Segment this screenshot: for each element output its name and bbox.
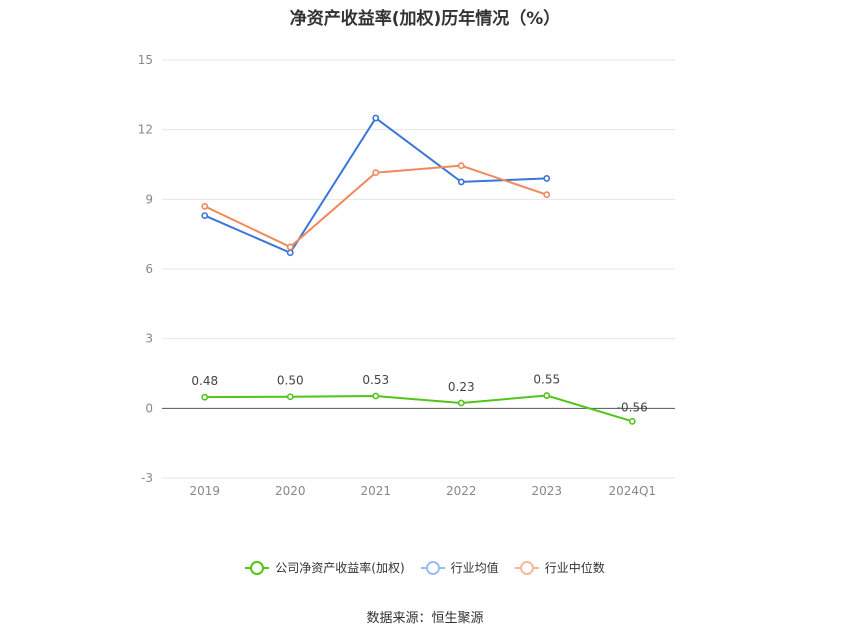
data-point: [543, 392, 551, 399]
series-line-0: [204, 394, 633, 423]
y-tick-label: 6: [145, 262, 153, 276]
data-label: 0.23: [448, 380, 475, 394]
legend-item-industry-mean[interactable]: 行业均值: [420, 559, 499, 576]
x-tick-label: 2019: [189, 484, 220, 498]
x-tick-label: 2022: [446, 484, 477, 498]
data-point: [372, 169, 380, 177]
y-tick-label: 15: [138, 53, 153, 67]
data-source: 数据来源：恒生聚源: [366, 611, 484, 626]
y-tick-label: 12: [138, 123, 153, 137]
data-label: 0.48: [191, 374, 218, 388]
data-point: [201, 202, 209, 210]
data-label: -0.56: [617, 400, 648, 414]
data-point: [543, 175, 551, 182]
series-line-2: [204, 164, 548, 249]
data-label: 0.53: [362, 373, 389, 387]
legend-label-industry-mean: 行业均值: [450, 561, 499, 575]
data-point: [286, 249, 294, 257]
x-tick-label: 2021: [360, 484, 391, 498]
data-label: 0.50: [277, 374, 304, 388]
legend-swatch-company: [245, 560, 270, 575]
y-tick-label: 3: [145, 332, 153, 346]
legend-item-industry-median[interactable]: 行业中位数: [514, 559, 605, 576]
legend-label-company: 公司净资产收益率(加权): [275, 561, 405, 575]
data-point: [201, 393, 209, 401]
data-point: [372, 392, 380, 400]
y-tick-label: 9: [145, 192, 153, 206]
data-point: [457, 162, 465, 170]
chart-title: 净资产收益率(加权)历年情况（%）: [289, 9, 561, 29]
x-tick-label: 2023: [531, 484, 562, 498]
data-point: [457, 399, 465, 407]
data-point: [286, 243, 294, 251]
legend: 公司净资产收益率(加权) 行业均值 行业中位数: [0, 559, 850, 576]
legend-swatch-industry-median: [514, 560, 539, 575]
data-point: [543, 191, 551, 199]
data-point: [286, 393, 294, 401]
legend-swatch-industry-mean: [420, 560, 445, 575]
data-point: [372, 114, 380, 122]
data-point: [201, 212, 209, 219]
data-point: [628, 417, 636, 425]
x-tick-label: 2020: [275, 484, 306, 498]
y-tick-label: 0: [145, 401, 153, 415]
y-tick-label: -3: [141, 471, 153, 485]
legend-label-industry-median: 行业中位数: [544, 561, 605, 575]
legend-item-company[interactable]: 公司净资产收益率(加权): [245, 559, 405, 576]
x-tick-label: 2024Q1: [608, 484, 656, 498]
data-label: 0.55: [533, 373, 560, 387]
series-line-1: [204, 116, 547, 255]
data-point: [457, 178, 465, 186]
